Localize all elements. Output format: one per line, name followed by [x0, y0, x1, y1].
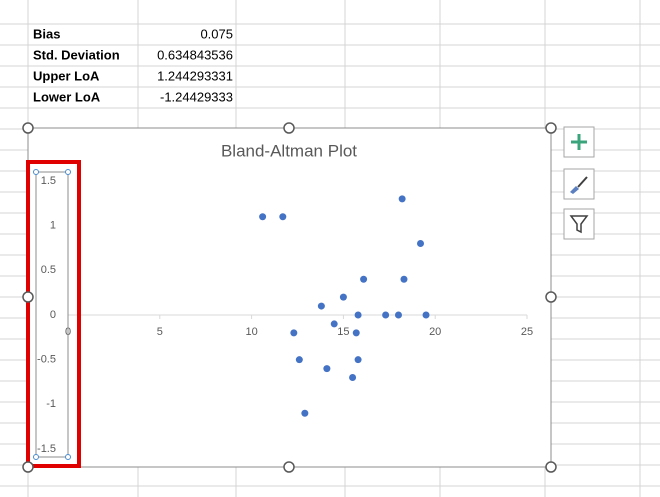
point — [301, 409, 309, 417]
filter-icon — [569, 215, 589, 234]
point — [339, 293, 347, 301]
point — [295, 356, 303, 364]
handle[interactable] — [283, 122, 295, 134]
chart-filters-button[interactable] — [563, 208, 595, 240]
handle[interactable] — [33, 454, 39, 460]
point — [317, 302, 325, 310]
point — [323, 365, 331, 373]
y-tick-label: 1.5 — [41, 175, 56, 187]
handle[interactable] — [545, 122, 557, 134]
point — [382, 311, 390, 319]
handle[interactable] — [545, 291, 557, 303]
point — [398, 195, 406, 203]
point — [354, 311, 362, 319]
point — [422, 311, 430, 319]
handle[interactable] — [22, 291, 34, 303]
handle[interactable] — [22, 461, 34, 473]
plus-icon — [571, 134, 587, 150]
y-tick-label: 0 — [50, 309, 56, 321]
y-tick-label: -1.5 — [37, 443, 56, 455]
point — [400, 275, 408, 283]
point — [394, 311, 402, 319]
handle[interactable] — [22, 122, 34, 134]
stats-table: Bias 0.075 Std. Deviation 0.634843536 Upper … — [33, 26, 233, 104]
chart-title: Bland-Altman Plot — [221, 141, 357, 160]
point — [417, 240, 425, 248]
highlight-box — [26, 160, 81, 468]
row-value: -1.24429333 — [160, 89, 233, 104]
x-tick-label: 25 — [521, 326, 533, 338]
axis-selection[interactable] — [35, 171, 69, 458]
point — [352, 329, 360, 337]
point — [279, 213, 287, 221]
brush-handle — [577, 176, 588, 188]
handle[interactable] — [545, 461, 557, 473]
row-label: Bias — [33, 26, 60, 41]
point — [354, 356, 362, 364]
chart-styles-button[interactable] — [563, 168, 595, 200]
point — [360, 275, 368, 283]
x-tick-label: 15 — [337, 326, 349, 338]
chart-area[interactable] — [27, 127, 552, 468]
x-tick-label: 5 — [157, 326, 163, 338]
handle[interactable] — [65, 454, 71, 460]
handle[interactable] — [65, 169, 71, 175]
chart-handles — [22, 122, 557, 473]
chart-elements-button[interactable] — [563, 126, 595, 158]
plot-area: 0 5 10 15 20 25-1.5-1-0.500.511.5 — [37, 175, 533, 455]
brush-icon — [570, 186, 579, 194]
row-value: 1.244293331 — [157, 68, 233, 83]
y-tick-label: -0.5 — [37, 354, 56, 366]
row-value: 0.075 — [200, 26, 233, 41]
axis-handles — [33, 169, 71, 460]
handle[interactable] — [283, 461, 295, 473]
y-tick-label: 1 — [50, 220, 56, 232]
button-frame — [563, 168, 595, 200]
button-frame — [563, 208, 595, 240]
x-tick-label: 20 — [429, 326, 441, 338]
handle[interactable] — [33, 169, 39, 175]
point — [330, 320, 338, 328]
row-value: 0.634843536 — [157, 47, 233, 62]
point — [290, 329, 298, 337]
x-tick-label: 10 — [245, 326, 257, 338]
y-tick-label: 0.5 — [41, 264, 56, 276]
row-label: Upper LoA — [33, 68, 100, 83]
point — [349, 374, 357, 382]
row-label: Lower LoA — [33, 89, 101, 104]
point — [259, 213, 267, 221]
row-label: Std. Deviation — [33, 47, 120, 62]
y-tick-label: -1 — [46, 398, 56, 410]
